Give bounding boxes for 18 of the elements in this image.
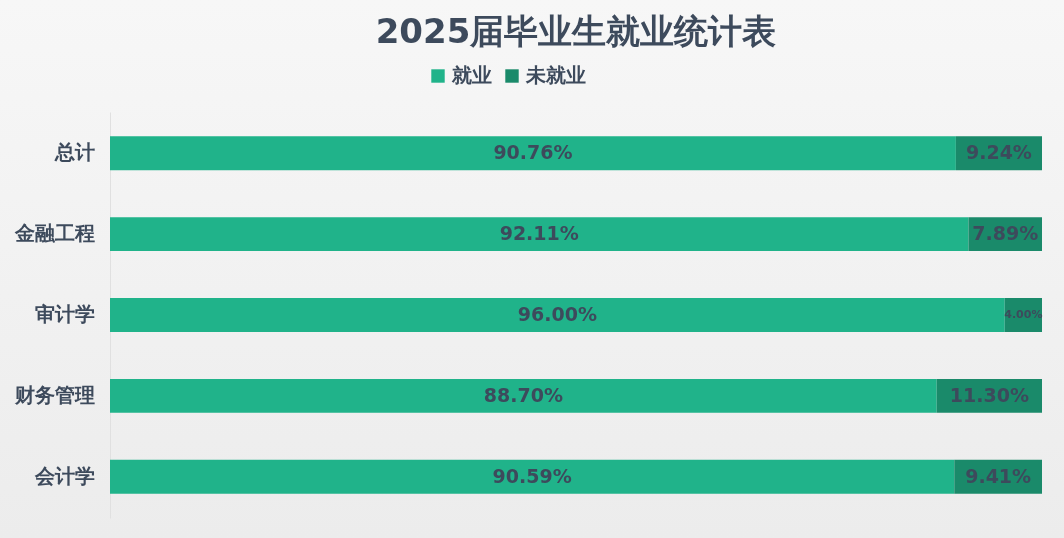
data-label: 9.41% bbox=[965, 464, 1032, 487]
y-tick-label: 会计学 bbox=[33, 463, 95, 488]
data-label: 96.00% bbox=[517, 303, 597, 325]
data-label: 92.11% bbox=[499, 222, 579, 245]
y-tick-label: 审计学 bbox=[34, 302, 95, 326]
y-tick-label: 财务管理 bbox=[13, 382, 95, 407]
data-label: 7.89% bbox=[972, 222, 1039, 245]
legend-label: 就业 bbox=[451, 63, 492, 87]
legend-label: 未就业 bbox=[525, 63, 586, 87]
data-label: 90.59% bbox=[492, 464, 572, 487]
y-tick-label: 总计 bbox=[53, 140, 95, 165]
data-label: 90.76% bbox=[493, 141, 573, 164]
data-label: 4.00% bbox=[1004, 308, 1043, 321]
data-label: 9.24% bbox=[965, 141, 1032, 164]
data-label: 88.70% bbox=[483, 383, 563, 406]
data-label: 11.30% bbox=[949, 383, 1029, 406]
y-tick-label: 金融工程 bbox=[13, 221, 95, 246]
chart-title: 2025届毕业生就业统计表 bbox=[375, 11, 777, 51]
